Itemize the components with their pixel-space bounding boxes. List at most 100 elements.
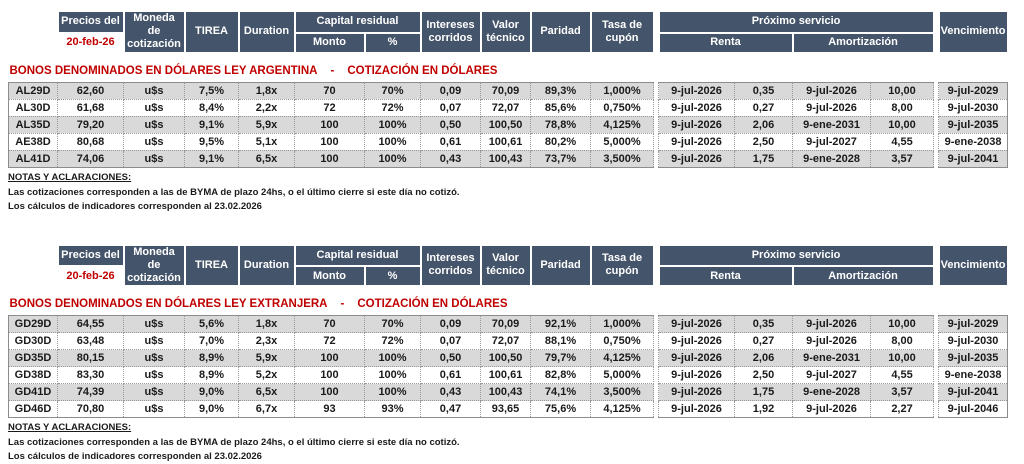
cell-amortizacion-fecha: 9-jul-2026 [792, 315, 872, 334]
cell-valor-tecnico: 100,61 [480, 132, 532, 151]
col-header-tasa-cupon: Tasa de cupón [589, 10, 655, 54]
cell-valor-tecnico: 93,65 [480, 400, 532, 419]
cell-duration: 5,9x [238, 115, 295, 134]
col-header-moneda: Moneda de cotización [122, 10, 186, 54]
table-row: GD38D 83,30 u$s 8,9% 5,2x 100 100% 0,61 100,61 82… [8, 366, 1009, 385]
col-header-duration: Duration [237, 10, 296, 54]
cell-capital-monto: 100 [294, 149, 365, 168]
cell-vencimiento: 9-jul-2030 [938, 98, 1009, 117]
cell-duration: 2,3x [238, 332, 295, 351]
cell-tasa-cupon: 0,750% [590, 332, 655, 351]
cell-precio: 63,48 [57, 332, 124, 351]
cell-renta-fecha: 9-jul-2026 [658, 81, 736, 100]
cell-vencimiento: 9-jul-2046 [938, 400, 1009, 419]
cell-renta-monto: 0,27 [734, 98, 794, 117]
cell-renta-monto: 1,92 [734, 400, 794, 419]
cell-tasa-cupon: 3,500% [590, 383, 655, 402]
table-row: GD30D 63,48 u$s 7,0% 2,3x 72 72% 0,07 72,07 88,1%… [8, 332, 1009, 351]
cell-precio: 80,68 [57, 132, 124, 151]
cell-paridad: 82,8% [530, 366, 592, 385]
table-row: GD46D 70,80 u$s 9,0% 6,7x 93 93% 0,47 93,65 75,6%… [8, 400, 1009, 419]
price-date: 20-feb-26 [56, 265, 125, 288]
cell-tirea: 8,4% [184, 98, 239, 117]
cell-paridad: 73,7% [530, 149, 592, 168]
notes-heading: NOTAS Y ACLARACIONES: [8, 422, 132, 434]
cell-capital-pct: 100% [363, 115, 422, 134]
cell-capital-monto: 100 [294, 383, 365, 402]
cell-valor-tecnico: 100,50 [480, 115, 532, 134]
cell-tirea: 9,0% [184, 400, 239, 419]
cell-intereses-corridos: 0,07 [420, 332, 482, 351]
cell-tasa-cupon: 4,125% [590, 115, 655, 134]
col-header-pct: % [363, 31, 422, 54]
cell-precio: 80,15 [57, 349, 124, 368]
table-row: AE38D 80,68 u$s 9,5% 5,1x 100 100% 0,61 100,61 80… [8, 132, 1009, 151]
section-title-law: BONOS DENOMINADOS EN DÓLARES LEY EXTRANJ… [9, 298, 328, 311]
cell-renta-monto: 2,06 [734, 349, 794, 368]
cell-renta-fecha: 9-jul-2026 [658, 115, 736, 134]
title-separator: - [340, 298, 345, 311]
cell-duration: 6,7x [238, 400, 295, 419]
col-header-pct: % [363, 265, 422, 288]
cell-tirea: 9,0% [184, 383, 239, 402]
note-line: Las cotizaciones corresponden a las de B… [8, 186, 460, 198]
cell-capital-monto: 100 [294, 115, 365, 134]
cell-ticker: GD30D [8, 332, 58, 351]
cell-renta-fecha: 9-jul-2026 [658, 98, 736, 117]
cell-amortizacion-monto: 2,27 [870, 400, 935, 419]
cell-valor-tecnico: 70,09 [480, 315, 532, 334]
cell-valor-tecnico: 100,50 [480, 349, 532, 368]
table-row: AL41D 74,06 u$s 9,1% 6,5x 100 100% 0,43 100,43 73… [8, 149, 1009, 168]
cell-vencimiento: 9-jul-2035 [938, 115, 1009, 134]
ley-argentina-table: Precios del Moneda de cotización TIREA D… [8, 10, 1009, 168]
ley-extranjera-table: Precios del Moneda de cotización TIREA D… [8, 243, 1009, 419]
col-header-amortizacion: Amortización [791, 265, 935, 288]
cell-precio: 79,20 [57, 115, 124, 134]
cell-capital-pct: 93% [363, 400, 422, 419]
col-header-vencimiento: Vencimiento [937, 243, 1009, 288]
cell-amortizacion-monto: 4,55 [870, 366, 935, 385]
cell-capital-monto: 72 [294, 332, 365, 351]
ley-extranjera-section: Precios del Moneda de cotización TIREA D… [8, 243, 1024, 464]
cell-moneda-cotizacion: u$s [123, 366, 185, 385]
col-header-precios-del: Precios del [56, 243, 125, 268]
cell-amortizacion-fecha: 9-jul-2026 [792, 332, 872, 351]
table-row: GD29D 64,55 u$s 5,6% 1,8x 70 70% 0,09 70,09 92,1%… [8, 315, 1009, 334]
cell-valor-tecnico: 100,43 [480, 149, 532, 168]
cell-tirea: 8,9% [184, 349, 239, 368]
cell-ticker: AL35D [8, 115, 58, 134]
note-line: Las cotizaciones corresponden a las de B… [8, 437, 460, 449]
cell-intereses-corridos: 0,50 [420, 115, 482, 134]
cell-capital-monto: 100 [294, 349, 365, 368]
cell-amortizacion-monto: 10,00 [870, 115, 935, 134]
notes-block: NOTAS Y ACLARACIONES: Las cotizaciones c… [8, 422, 1024, 464]
cell-tasa-cupon: 4,125% [590, 400, 655, 419]
cell-paridad: 88,1% [530, 332, 592, 351]
col-header-tirea: TIREA [183, 10, 240, 54]
col-header-capital-residual: Capital residual [293, 10, 422, 34]
cell-moneda-cotizacion: u$s [123, 315, 185, 334]
cell-capital-monto: 72 [294, 98, 365, 117]
bond-rows: GD29D 64,55 u$s 5,6% 1,8x 70 70% 0,09 70,09 92,1%… [8, 315, 1009, 419]
col-header-valor-tecnico: Valor técnico [479, 243, 532, 288]
cell-renta-fecha: 9-jul-2026 [658, 366, 736, 385]
cell-moneda-cotizacion: u$s [123, 332, 185, 351]
section-title-quote: COTIZACIÓN EN DÓLARES [347, 64, 498, 77]
cell-intereses-corridos: 0,47 [420, 400, 482, 419]
cell-duration: 6,5x [238, 383, 295, 402]
cell-tasa-cupon: 1,000% [590, 315, 655, 334]
cell-intereses-corridos: 0,07 [420, 98, 482, 117]
cell-tirea: 7,0% [184, 332, 239, 351]
cell-amortizacion-monto: 10,00 [870, 81, 935, 100]
table-row: AL30D 61,68 u$s 8,4% 2,2x 72 72% 0,07 72,07 85,6%… [8, 98, 1009, 117]
col-header-moneda: Moneda de cotización [122, 243, 186, 288]
cell-paridad: 74,1% [530, 383, 592, 402]
col-header-intereses: Intereses corridos [419, 243, 482, 288]
header-spacer [9, 266, 58, 286]
section-title-cell: BONOS DENOMINADOS EN DÓLARES LEY ARGENTI… [9, 53, 1008, 83]
cell-capital-monto: 70 [294, 81, 365, 100]
cell-valor-tecnico: 100,61 [480, 366, 532, 385]
cell-precio: 61,68 [57, 98, 124, 117]
col-header-renta: Renta [657, 265, 794, 288]
